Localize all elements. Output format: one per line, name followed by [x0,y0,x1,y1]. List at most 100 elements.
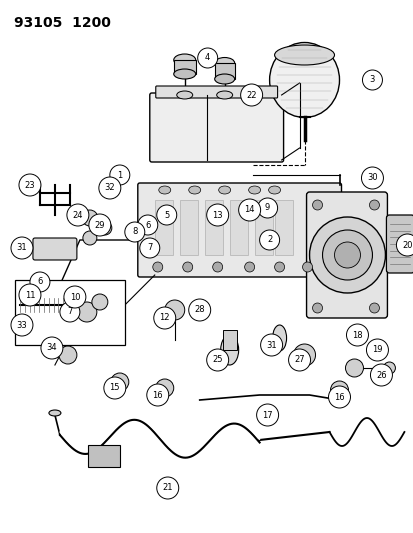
Text: 8: 8 [132,228,137,237]
Bar [214,63,234,79]
Circle shape [182,262,192,272]
Text: 7: 7 [147,244,152,253]
Circle shape [83,231,97,245]
Ellipse shape [218,186,230,194]
Circle shape [330,381,348,399]
Circle shape [11,314,33,336]
Text: 20: 20 [401,240,412,249]
Circle shape [164,300,184,320]
Text: 26: 26 [375,370,386,379]
Text: 4: 4 [204,53,210,62]
Circle shape [21,316,39,334]
Text: 12: 12 [159,313,170,322]
Circle shape [99,177,121,199]
Circle shape [345,359,363,377]
Circle shape [19,174,41,196]
Circle shape [259,230,279,250]
Text: 31: 31 [266,341,276,350]
Circle shape [312,200,322,210]
Circle shape [361,167,382,189]
FancyBboxPatch shape [385,215,413,273]
FancyBboxPatch shape [150,93,283,162]
Ellipse shape [269,43,339,117]
Circle shape [260,334,282,356]
Circle shape [97,221,112,235]
Text: 7: 7 [67,308,72,317]
Circle shape [366,339,387,361]
Bar [154,200,172,255]
Text: 27: 27 [294,356,304,365]
Text: 10: 10 [69,293,80,302]
Bar [204,200,222,255]
Bar [179,200,197,255]
Text: 6: 6 [145,221,150,230]
Ellipse shape [214,74,234,84]
Circle shape [212,262,222,272]
Circle shape [92,294,107,310]
Text: 21: 21 [162,483,173,492]
FancyBboxPatch shape [138,183,341,277]
Text: 6: 6 [37,278,43,287]
Circle shape [302,262,312,272]
Bar [274,200,292,255]
Text: 1: 1 [117,171,122,180]
Circle shape [89,214,111,236]
Circle shape [59,346,77,364]
Circle shape [41,337,63,359]
Circle shape [206,349,228,371]
Text: 29: 29 [95,221,105,230]
Circle shape [197,48,217,68]
Bar [88,445,119,467]
Circle shape [368,200,379,210]
Circle shape [188,299,210,321]
Ellipse shape [176,91,192,99]
FancyBboxPatch shape [306,192,387,318]
Circle shape [334,242,360,268]
Circle shape [362,70,382,90]
Circle shape [312,303,322,313]
Ellipse shape [248,186,260,194]
Circle shape [124,222,145,242]
Text: 31: 31 [17,244,27,253]
FancyBboxPatch shape [155,86,277,98]
Text: 32: 32 [104,183,115,192]
Bar [15,280,124,345]
Text: 17: 17 [262,410,272,419]
Ellipse shape [173,54,195,66]
Circle shape [293,344,315,366]
Text: 15: 15 [109,384,120,392]
Circle shape [368,303,379,313]
Circle shape [256,404,278,426]
Circle shape [41,331,59,349]
Circle shape [157,477,178,499]
Circle shape [82,210,97,226]
Circle shape [104,377,126,399]
Circle shape [322,230,372,280]
Circle shape [60,302,80,322]
Ellipse shape [272,325,286,351]
Ellipse shape [216,91,232,99]
Text: 24: 24 [72,211,83,220]
Circle shape [140,238,159,258]
Circle shape [240,84,262,106]
FancyBboxPatch shape [33,238,77,260]
Circle shape [346,324,368,346]
Circle shape [288,349,310,371]
Ellipse shape [220,335,238,365]
Ellipse shape [188,186,200,194]
Circle shape [274,262,284,272]
Circle shape [153,307,176,329]
Text: 2: 2 [266,236,272,245]
Circle shape [328,386,350,408]
Ellipse shape [173,69,195,79]
Text: 16: 16 [333,392,344,401]
Circle shape [155,379,173,397]
Circle shape [77,302,97,322]
Text: 93105  1200: 93105 1200 [14,16,111,30]
Circle shape [67,204,89,226]
Bar [254,200,272,255]
Circle shape [19,284,41,306]
Text: 18: 18 [351,330,362,340]
Circle shape [238,199,260,221]
Text: 11: 11 [25,290,35,300]
